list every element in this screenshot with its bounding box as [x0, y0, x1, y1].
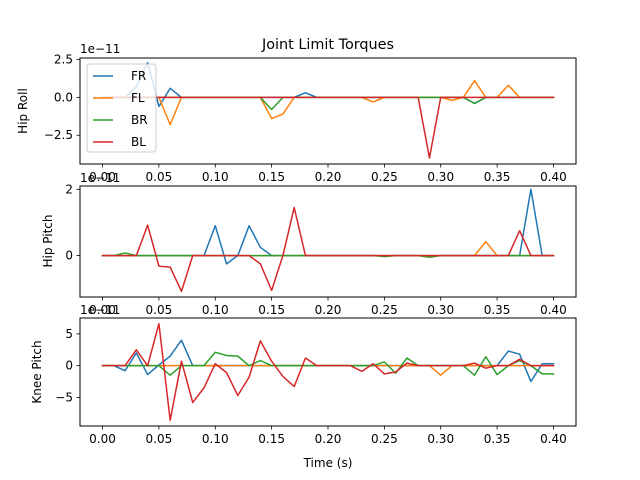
hip-pitch-xtick-label: 0.30	[427, 303, 454, 317]
hip-roll-ytick-label: −2.5	[44, 128, 73, 142]
hip-pitch-ylabel: Hip Pitch	[41, 214, 55, 267]
hip-roll-ytick-label: 2.5	[54, 53, 73, 67]
knee-pitch-xtick-label: 0.20	[315, 432, 342, 446]
legend-label-fr: FR	[131, 69, 146, 83]
subplot-hip-roll: 2.5 0.0 −2.5 0.00 0.05 0.10 0.15 0.20 0.25 0.30 0…	[16, 42, 577, 184]
knee-pitch-xtick-label: 0.00	[89, 432, 116, 446]
subplot-hip-pitch: 20 0.00 0.05 0.10 0.15 0.20 0.25 0.30 0.35 0.40 …	[41, 171, 577, 317]
chart-title: Joint Limit Torques	[261, 37, 394, 53]
knee-pitch-xtick-label: 0.40	[540, 432, 567, 446]
hip-pitch-offset-text: 1e−11	[80, 171, 120, 185]
hip-pitch-xtick-label: 0.35	[484, 303, 511, 317]
hip-pitch-xtick-label: 0.15	[258, 303, 285, 317]
knee-pitch-ytick-label: −5	[55, 390, 73, 404]
hip-pitch-xtick-label: 0.20	[315, 303, 342, 317]
knee-pitch-xtick-label: 0.10	[202, 432, 229, 446]
knee-pitch-xtick-label: 0.35	[484, 432, 511, 446]
hip-pitch-series-bl-line	[101, 206, 555, 293]
knee-pitch-xtick-label: 0.30	[427, 432, 454, 446]
hip-roll-xtick-label: 0.40	[540, 170, 567, 184]
hip-roll-offset-text: 1e−11	[80, 42, 120, 56]
hip-pitch-xtick-label: 0.00	[89, 303, 116, 317]
hip-pitch-ytick-label: 0	[65, 249, 73, 263]
hip-roll-xtick-label: 0.10	[202, 170, 229, 184]
hip-roll-ylabel: Hip Roll	[16, 88, 30, 134]
hip-roll-xtick-label: 0.15	[258, 170, 285, 184]
hip-pitch-xtick-label: 0.10	[202, 303, 229, 317]
hip-roll-xtick-label: 0.20	[315, 170, 342, 184]
hip-roll-xtick-label: 0.00	[89, 170, 116, 184]
x-axis-label: Time (s)	[303, 456, 353, 470]
legend-label-bl: BL	[131, 135, 146, 149]
hip-pitch-xtick-label: 0.25	[371, 303, 398, 317]
hip-pitch-xtick-label: 0.05	[146, 303, 173, 317]
knee-pitch-xtick-label: 0.05	[146, 432, 173, 446]
knee-pitch-xtick-label: 0.15	[258, 432, 285, 446]
hip-roll-xtick-label: 0.05	[146, 170, 173, 184]
knee-pitch-series-bl-line	[101, 322, 555, 422]
hip-roll-series-bl-line	[101, 96, 555, 159]
hip-pitch-xtick-label: 0.40	[540, 303, 567, 317]
hip-pitch-ytick-label: 2	[65, 182, 73, 196]
knee-pitch-ytick-label: 0	[65, 359, 73, 373]
legend-box	[86, 63, 157, 153]
knee-pitch-offset-text: 1e−11	[80, 303, 120, 317]
legend: FR FL BR BL	[86, 63, 157, 153]
knee-pitch-ytick-label: 5	[65, 327, 73, 341]
subplot-knee-pitch: 5 0 −5 0.00 0.05 0.10 0.15 0.20 0.25 0.30 0.35 0.4…	[30, 303, 577, 446]
hip-roll-xtick-label: 0.35	[484, 170, 511, 184]
hip-roll-ytick-label: 0.0	[54, 90, 73, 104]
legend-label-fl: FL	[131, 91, 145, 105]
knee-pitch-xtick-label: 0.25	[371, 432, 398, 446]
hip-roll-xtick-label: 0.30	[427, 170, 454, 184]
knee-pitch-ylabel: Knee Pitch	[30, 340, 44, 403]
hip-roll-xtick-label: 0.25	[371, 170, 398, 184]
legend-label-br: BR	[131, 113, 148, 127]
